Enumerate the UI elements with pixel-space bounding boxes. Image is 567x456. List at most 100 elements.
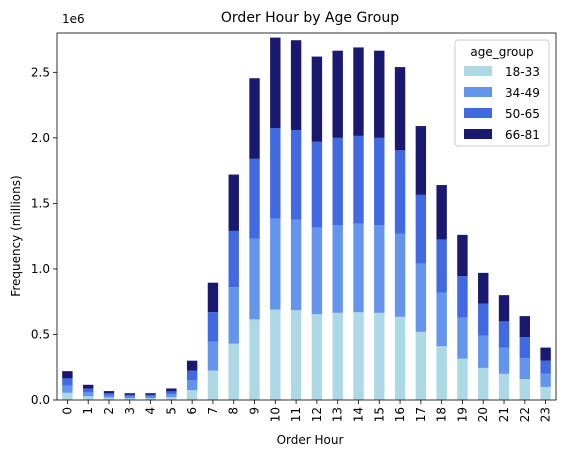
legend-swatch-50-65	[464, 108, 492, 118]
legend-label-18-33: 18-33	[505, 65, 540, 79]
bar-segment-50-65-hour-22	[519, 337, 531, 359]
bar-segment-50-65-hour-2	[103, 393, 115, 396]
y-tick-label: 0.5	[31, 327, 50, 341]
bar-segment-66-81-hour-15	[374, 50, 385, 138]
x-tick-label: 15	[372, 407, 386, 422]
bar-segment-50-65-hour-10	[270, 128, 281, 219]
bar-segment-34-49-hour-20	[478, 335, 489, 368]
bar-segment-34-49-hour-9	[249, 238, 260, 320]
bar-segment-66-81-hour-14	[353, 47, 364, 136]
x-tick-label: 23	[539, 407, 553, 422]
bar-segment-66-81-hour-10	[270, 37, 281, 129]
bar-segment-66-81-hour-8	[228, 174, 239, 231]
bar-segment-18-33-hour-11	[290, 310, 302, 400]
x-axis-label: Order Hour	[277, 433, 344, 447]
x-tick-label: 3	[123, 407, 137, 415]
bar-segment-34-49-hour-6	[186, 380, 198, 391]
bar-segment-18-33-hour-23	[540, 386, 551, 400]
bar-segment-66-81-hour-0	[62, 371, 73, 379]
bar-segment-66-81-hour-4	[145, 393, 156, 395]
legend-swatch-66-81	[464, 129, 492, 139]
axes-layer	[56, 32, 557, 401]
bar-segment-50-65-hour-15	[374, 137, 385, 226]
x-tick-label: 2	[102, 407, 116, 415]
bar-segment-66-81-hour-18	[436, 185, 447, 240]
bar-segment-66-81-hour-2	[103, 391, 115, 394]
y-tick-label: 2.0	[31, 131, 50, 145]
chart-title: Order Hour by Age Group	[221, 10, 399, 26]
bar-segment-66-81-hour-6	[186, 360, 198, 371]
bar-segment-50-65-hour-16	[394, 150, 406, 234]
x-tick-label: 16	[393, 407, 407, 422]
bar-segment-34-49-hour-17	[415, 263, 427, 332]
bar-segment-34-49-hour-19	[457, 317, 468, 359]
bar-segment-34-49-hour-0	[62, 385, 73, 393]
bar-segment-66-81-hour-9	[249, 78, 260, 159]
bar-segment-50-65-hour-5	[166, 391, 177, 395]
bar-segment-66-81-hour-23	[540, 347, 551, 361]
bar-segment-66-81-hour-5	[166, 388, 177, 392]
y-axis-label: Frequency (millions)	[9, 175, 23, 296]
x-tick-label: 19	[455, 407, 469, 422]
x-tick-label: 17	[414, 407, 428, 422]
bar-segment-18-33-hour-14	[353, 312, 364, 400]
bar-segment-34-49-hour-10	[270, 218, 281, 310]
legend-swatch-18-33	[464, 66, 492, 76]
x-tick-label: 18	[435, 407, 449, 422]
plot-frame	[56, 32, 557, 401]
x-tick-label: 0	[60, 407, 74, 415]
bar-segment-18-33-hour-20	[478, 367, 489, 400]
x-tick-label: 7	[206, 407, 220, 415]
bar-segment-34-49-hour-12	[311, 227, 323, 315]
y-offset-label: 1e6	[62, 12, 85, 26]
bar-segment-18-33-hour-1	[82, 396, 94, 400]
bar-segment-66-81-hour-22	[519, 316, 531, 338]
bar-segment-50-65-hour-0	[62, 378, 73, 386]
bar-segment-34-49-hour-1	[82, 392, 94, 397]
bar-segment-18-33-hour-6	[186, 390, 198, 400]
bar-segment-34-49-hour-5	[166, 394, 177, 398]
bar-segment-50-65-hour-11	[290, 129, 302, 220]
y-tick-label: 2.5	[31, 65, 50, 79]
x-tick-label: 22	[518, 407, 532, 422]
bar-segment-18-33-hour-21	[498, 373, 510, 400]
bar-segment-66-81-hour-7	[207, 282, 219, 313]
bar-segment-18-33-hour-22	[519, 379, 531, 400]
bar-segment-66-81-hour-1	[82, 384, 94, 389]
bar-segment-18-33-hour-12	[311, 314, 323, 400]
bar-segment-34-49-hour-21	[498, 347, 510, 374]
bars-layer	[62, 37, 551, 400]
bar-segment-18-33-hour-4	[145, 398, 156, 400]
bar-segment-34-49-hour-16	[394, 233, 406, 317]
x-tick-label: 14	[351, 407, 365, 422]
bar-segment-18-33-hour-10	[270, 309, 281, 400]
x-tick-label: 9	[248, 407, 262, 415]
bar-segment-18-33-hour-19	[457, 358, 468, 400]
x-tick-label: 11	[289, 407, 303, 422]
bar-segment-66-81-hour-16	[394, 67, 406, 151]
x-tick-label: 21	[497, 407, 511, 422]
x-tick-label: 12	[310, 407, 324, 422]
x-tick-label: 6	[185, 407, 199, 415]
bar-segment-34-49-hour-18	[436, 292, 447, 347]
bar-segment-66-81-hour-3	[124, 393, 135, 395]
y-tick-label: 1.0	[31, 262, 50, 276]
bar-segment-34-49-hour-13	[332, 225, 343, 313]
bar-segment-66-81-hour-19	[457, 234, 468, 277]
bar-segment-18-33-hour-16	[394, 316, 406, 400]
bar-segment-34-49-hour-8	[228, 287, 239, 344]
x-tick-label: 20	[476, 407, 490, 422]
bar-segment-50-65-hour-9	[249, 158, 260, 239]
bar-segment-18-33-hour-0	[62, 392, 73, 400]
bar-segment-66-81-hour-20	[478, 272, 489, 304]
bar-segment-50-65-hour-7	[207, 312, 219, 342]
legend-title: age_group	[470, 45, 533, 59]
bar-segment-50-65-hour-17	[415, 194, 427, 264]
bar-segment-50-65-hour-13	[332, 137, 343, 226]
y-tick-label: 1.5	[31, 196, 50, 210]
bar-segment-18-33-hour-18	[436, 346, 447, 400]
bar-segment-18-33-hour-7	[207, 370, 219, 400]
bar-segment-66-81-hour-21	[498, 295, 510, 322]
